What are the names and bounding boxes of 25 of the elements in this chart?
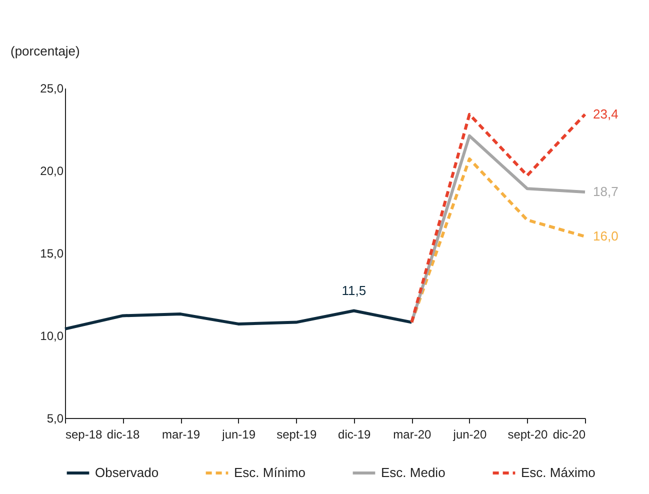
legend-label: Esc. Máximo	[521, 465, 596, 480]
data-label: 23,4	[593, 106, 618, 122]
x-tick-label: sept-19	[276, 428, 317, 442]
x-tick-label: jun-20	[452, 428, 487, 442]
x-tick-label: dic-20	[552, 428, 586, 442]
line-series	[64, 309, 414, 330]
x-tick-label: jun-19	[221, 428, 256, 442]
y-axis-title: (porcentaje)	[10, 44, 80, 58]
x-tick-label: sept-20	[508, 428, 548, 442]
data-label: 16,0	[593, 228, 618, 244]
legend-label: Observado	[95, 465, 159, 480]
data-label: 11,5	[342, 282, 366, 298]
y-tick-label: 15,0	[40, 246, 64, 260]
legend-label: Esc. Mínimo	[234, 465, 306, 480]
x-tick-label: mar-19	[162, 428, 200, 442]
y-tick-label: 5,0	[46, 412, 64, 426]
y-tick-label: 10,0	[40, 329, 64, 343]
y-tick-label: 25,0	[40, 82, 64, 96]
legend-label: Esc. Medio	[381, 465, 446, 480]
x-tick-label: dic-19	[338, 428, 372, 442]
x-tick-label: sep-18	[66, 428, 103, 442]
x-tick-label: mar-20	[393, 428, 432, 442]
data-label: 18,7	[593, 184, 618, 199]
x-tick-label: dic-18	[106, 428, 140, 442]
y-tick-label: 20,0	[40, 164, 64, 178]
